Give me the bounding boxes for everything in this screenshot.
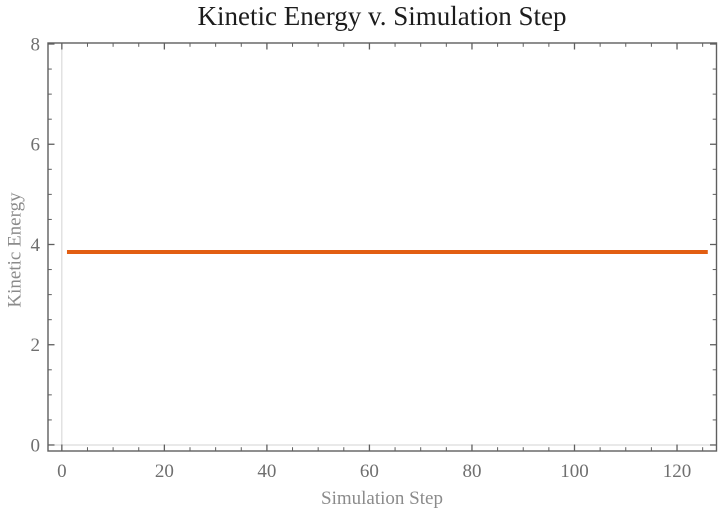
chart-title: Kinetic Energy v. Simulation Step bbox=[197, 1, 567, 31]
x-tick-label: 0 bbox=[57, 461, 67, 482]
x-tick-label: 20 bbox=[155, 461, 174, 482]
tick-labels: 0 20 40 60 80 100 120 0 2 4 6 8 bbox=[31, 35, 692, 482]
x-tick-label: 100 bbox=[560, 461, 589, 482]
origin-lines bbox=[48, 43, 717, 451]
axis-ticks bbox=[48, 43, 717, 451]
x-tick-label: 80 bbox=[462, 461, 481, 482]
y-tick-label: 4 bbox=[31, 235, 41, 256]
y-tick-label: 8 bbox=[31, 35, 41, 56]
x-tick-label: 60 bbox=[360, 461, 379, 482]
x-tick-label: 40 bbox=[257, 461, 276, 482]
y-tick-label: 0 bbox=[31, 435, 41, 456]
x-axis-label: Simulation Step bbox=[321, 488, 443, 509]
y-tick-label: 6 bbox=[31, 135, 41, 156]
y-axis-label: Kinetic Energy bbox=[4, 192, 26, 308]
x-tick-label: 120 bbox=[663, 461, 692, 482]
plot-frame bbox=[47, 42, 718, 452]
y-tick-label: 2 bbox=[31, 335, 41, 356]
